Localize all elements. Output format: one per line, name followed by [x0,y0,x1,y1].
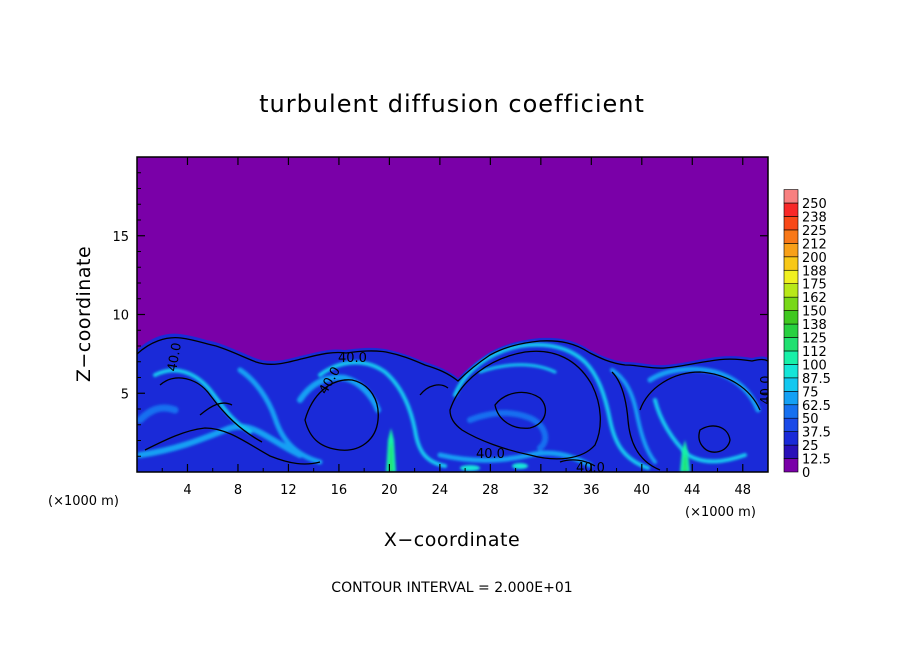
colorbar-label: 175 [802,278,827,293]
contour-label: 40.0 [476,447,505,462]
x-unit-label-left: (×1000 m) [48,494,119,509]
colorbar-swatch [783,243,799,258]
x-tick-label: 24 [432,483,449,498]
x-unit-label-right: (×1000 m) [685,505,756,520]
colorbar-label: 37.5 [802,426,831,441]
colorbar-swatch [783,390,799,406]
colorbar-label: 0 [802,466,810,481]
y-axis-ticks: 5 10 15 [112,172,768,457]
colorbar-label: 25 [802,439,819,454]
x-tick-label: 8 [234,483,242,498]
x-tick-label: 20 [381,483,398,498]
plot-area: 40.0 40.0 40.0 40.0 40.0 40.0 [137,157,774,476]
colorbar-swatch [783,256,799,271]
colorbar-swatch [783,404,799,419]
colorbar-label: 125 [802,332,827,347]
y-axis-label: Z−coordinate [73,246,95,382]
colorbar-label: 87.5 [802,372,831,387]
colorbar-label: 188 [802,264,827,279]
colorbar-swatch [783,310,799,325]
colorbar-swatch [783,296,799,311]
colorbar-swatch [783,364,799,379]
x-tick-label: 28 [482,483,499,498]
colorbar-label: 75 [802,385,819,400]
x-tick-label: 4 [183,483,191,498]
colorbar-label: 100 [802,358,827,373]
colorbar-swatch [783,431,799,446]
peak-spots [386,428,690,472]
x-tick-label: 36 [583,483,600,498]
colorbar-label: 238 [802,210,827,225]
x-axis-label: X−coordinate [384,529,520,551]
y-tick-label: 5 [121,387,129,402]
colorbar: 012.52537.55062.57587.510011212513815016… [783,189,831,481]
colorbar-label: 112 [802,345,827,360]
x-tick-label: 16 [331,483,348,498]
x-tick-label: 48 [734,483,751,498]
colorbar-label: 212 [802,237,827,252]
colorbar-swatch [783,458,799,473]
colorbar-swatch [783,283,799,298]
contour-label: 40.0 [165,342,185,373]
colorbar-swatch [783,337,799,352]
colorbar-label: 250 [802,197,827,212]
contour-label: 40.0 [576,461,605,476]
x-axis-ticks: 4 8 12 16 20 24 28 32 36 40 44 48 [161,157,751,498]
colorbar-label: 62.5 [802,399,831,414]
colorbar-label: 150 [802,305,827,320]
x-tick-label: 40 [634,483,651,498]
colorbar-swatch [783,229,799,244]
colorbar-label: 138 [802,318,827,333]
colorbar-swatch [783,444,799,459]
y-tick-label: 10 [112,309,129,324]
colorbar-label: 50 [802,412,819,427]
colorbar-label: 200 [802,251,827,266]
colorbar-swatch [783,189,799,204]
colorbar-swatch [783,350,799,365]
contour-label: 40.0 [759,376,774,405]
x-tick-label: 12 [280,483,297,498]
colorbar-swatch [783,216,799,231]
colorbar-swatch [783,417,799,432]
colorbar-swatch [783,323,799,338]
colorbar-swatch [783,202,799,217]
y-tick-label: 15 [112,230,129,245]
chart-title: turbulent diffusion coefficient [259,90,645,118]
contour-interval-note: CONTOUR INTERVAL = 2.000E+01 [331,580,572,596]
x-tick-label: 32 [533,483,550,498]
colorbar-label: 162 [802,291,827,306]
colorbar-label: 225 [802,224,827,239]
x-tick-label: 44 [684,483,701,498]
colorbar-label: 12.5 [802,453,831,468]
contour-label: 40.0 [338,351,367,366]
contour-lines [137,336,768,471]
colorbar-swatch [783,377,799,392]
colorbar-swatch [783,269,799,284]
